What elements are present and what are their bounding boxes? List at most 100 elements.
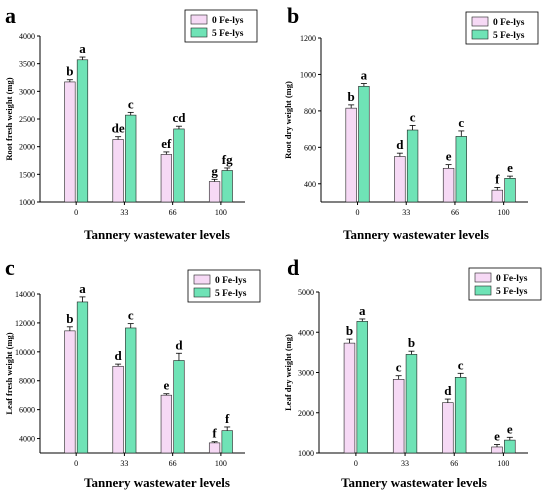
bar-fe5 bbox=[125, 114, 137, 203]
bar-fe5 bbox=[504, 439, 516, 454]
legend: 0 Fe-lys 5 Fe-lys bbox=[184, 9, 258, 43]
legend: 0 Fe-lys 5 Fe-lys bbox=[187, 269, 261, 303]
y-tick-label: 4000 bbox=[19, 32, 35, 41]
y-tick-label: 1200 bbox=[300, 34, 316, 43]
legend: 0 Fe-lys 5 Fe-lys bbox=[465, 11, 539, 45]
x-axis-title: Tannery wastewater levels bbox=[343, 227, 489, 242]
significance-label: c bbox=[396, 360, 402, 375]
significance-label: de bbox=[112, 121, 125, 136]
bar-fe0 bbox=[64, 81, 76, 203]
y-tick-label: 3000 bbox=[298, 369, 314, 378]
legend-label: 0 Fe-lys bbox=[212, 16, 244, 26]
legend-label: 5 Fe-lys bbox=[493, 31, 525, 41]
x-tick-label: 0 bbox=[356, 208, 360, 217]
significance-label: f bbox=[212, 426, 217, 441]
x-tick-label: 33 bbox=[120, 459, 128, 468]
bar-fe0 bbox=[491, 189, 503, 203]
y-tick-label: 12000 bbox=[15, 319, 35, 328]
x-tick-label: 100 bbox=[497, 459, 509, 468]
bar-fe5 bbox=[504, 178, 516, 203]
y-tick-label: 1500 bbox=[19, 170, 35, 179]
bar-fe0 bbox=[442, 167, 455, 203]
bar-fe5 bbox=[221, 430, 233, 454]
y-tick-label: 2000 bbox=[298, 409, 314, 418]
x-tick-label: 0 bbox=[354, 459, 358, 468]
bar-fe5 bbox=[76, 59, 89, 203]
legend-label: 0 Fe-lys bbox=[215, 276, 247, 286]
significance-label: a bbox=[361, 68, 368, 83]
y-tick-label: 8000 bbox=[19, 377, 35, 386]
bar-fe0 bbox=[64, 330, 76, 454]
x-tick-label: 100 bbox=[215, 459, 227, 468]
legend-swatch bbox=[474, 272, 492, 283]
significance-label: c bbox=[128, 308, 134, 323]
y-tick-label: 4000 bbox=[298, 328, 314, 337]
bar-fe5 bbox=[173, 128, 185, 203]
y-tick-label: 5000 bbox=[298, 288, 314, 297]
y-tick-label: 14000 bbox=[15, 290, 35, 299]
y-tick-label: 1000 bbox=[298, 449, 314, 458]
significance-label: a bbox=[79, 41, 86, 56]
significance-label: e bbox=[163, 378, 169, 393]
bar-fe5 bbox=[455, 136, 467, 203]
x-tick-label: 66 bbox=[451, 208, 459, 217]
significance-label: ef bbox=[161, 136, 172, 151]
significance-label: b bbox=[408, 335, 415, 350]
significance-label: fg bbox=[222, 152, 233, 167]
x-tick-label: 66 bbox=[169, 459, 177, 468]
y-tick-label: 4000 bbox=[19, 435, 35, 444]
significance-label: cd bbox=[172, 110, 186, 125]
x-tick-label: 33 bbox=[402, 208, 410, 217]
chart-panel-a: a10001500200025003000350040000ba33dec66e… bbox=[4, 3, 258, 242]
significance-label: c bbox=[128, 96, 134, 111]
bar-fe0 bbox=[392, 379, 405, 454]
x-tick-label: 66 bbox=[450, 459, 458, 468]
bar-fe0 bbox=[442, 402, 454, 454]
legend-swatch bbox=[190, 27, 208, 38]
legend-swatch bbox=[471, 29, 489, 40]
y-tick-label: 10000 bbox=[15, 348, 35, 357]
x-tick-label: 33 bbox=[120, 208, 128, 217]
legend-label: 5 Fe-lys bbox=[496, 287, 528, 297]
legend-swatch bbox=[193, 274, 211, 285]
y-axis-title: Leaf fresh weight (mg) bbox=[4, 332, 14, 414]
bar-fe5 bbox=[125, 327, 137, 454]
significance-label: e bbox=[507, 160, 513, 175]
panel-letter: d bbox=[287, 255, 299, 280]
x-axis-title: Tannery wastewater levels bbox=[84, 475, 230, 490]
bar-fe5 bbox=[358, 85, 370, 203]
panel-letter: b bbox=[287, 3, 299, 28]
y-axis-title: Root dry weight (mg) bbox=[283, 81, 293, 159]
bar-fe5 bbox=[356, 321, 369, 454]
y-tick-label: 800 bbox=[304, 107, 316, 116]
bar-fe0 bbox=[491, 446, 503, 454]
legend-swatch bbox=[190, 14, 208, 25]
bar-fe0 bbox=[112, 139, 124, 203]
legend-label: 0 Fe-lys bbox=[493, 18, 525, 28]
bar-fe0 bbox=[343, 342, 356, 454]
legend-label: 5 Fe-lys bbox=[212, 29, 244, 39]
x-tick-label: 0 bbox=[74, 208, 78, 217]
significance-label: b bbox=[66, 311, 73, 326]
x-tick-label: 100 bbox=[498, 208, 510, 217]
significance-label: e bbox=[507, 421, 513, 436]
x-tick-label: 0 bbox=[74, 459, 78, 468]
significance-label: c bbox=[458, 357, 464, 372]
chart-panel-c: c 4000 6000 8000 10000 12000 14000 0 ba 33 d c 66 e d 1… bbox=[4, 255, 261, 490]
x-axis-title: Tannery wastewater levels bbox=[84, 227, 230, 242]
bar-fe0 bbox=[112, 365, 124, 454]
y-tick-label: 1000 bbox=[19, 198, 35, 207]
bar-fe0 bbox=[208, 442, 221, 454]
legend-swatch bbox=[474, 285, 492, 296]
bar-fe5 bbox=[406, 129, 419, 203]
bar-fe0 bbox=[394, 156, 406, 203]
significance-label: c bbox=[458, 115, 464, 130]
legend-label: 5 Fe-lys bbox=[215, 289, 247, 299]
bar-fe0 bbox=[160, 154, 172, 203]
legend: 0 Fe-lys 5 Fe-lys bbox=[468, 267, 542, 301]
y-tick-label: 3500 bbox=[19, 60, 35, 69]
bar-fe5 bbox=[76, 301, 89, 454]
y-axis-title: Leaf dry weight (mg) bbox=[283, 334, 293, 411]
